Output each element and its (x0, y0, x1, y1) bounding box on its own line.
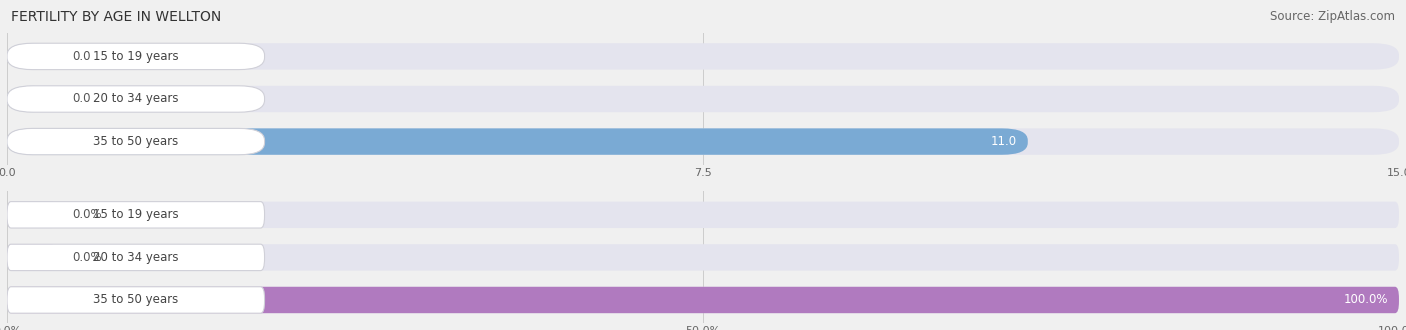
FancyBboxPatch shape (7, 43, 56, 70)
FancyBboxPatch shape (7, 128, 1399, 155)
FancyBboxPatch shape (7, 287, 1399, 313)
Text: 20 to 34 years: 20 to 34 years (93, 92, 179, 106)
FancyBboxPatch shape (7, 128, 1028, 155)
Text: 15 to 19 years: 15 to 19 years (93, 208, 179, 221)
FancyBboxPatch shape (7, 43, 264, 70)
Text: 0.0%: 0.0% (73, 208, 103, 221)
FancyBboxPatch shape (7, 128, 264, 155)
Text: 0.0: 0.0 (73, 50, 91, 63)
FancyBboxPatch shape (7, 287, 1399, 313)
FancyBboxPatch shape (7, 244, 1399, 271)
FancyBboxPatch shape (7, 43, 1399, 70)
FancyBboxPatch shape (7, 244, 56, 271)
Text: 35 to 50 years: 35 to 50 years (93, 135, 179, 148)
FancyBboxPatch shape (7, 202, 1399, 228)
FancyBboxPatch shape (7, 244, 264, 271)
Text: 15 to 19 years: 15 to 19 years (93, 50, 179, 63)
Text: Source: ZipAtlas.com: Source: ZipAtlas.com (1270, 10, 1395, 23)
Text: FERTILITY BY AGE IN WELLTON: FERTILITY BY AGE IN WELLTON (11, 10, 222, 24)
FancyBboxPatch shape (7, 287, 264, 313)
Text: 20 to 34 years: 20 to 34 years (93, 251, 179, 264)
Text: 100.0%: 100.0% (1343, 293, 1388, 307)
FancyBboxPatch shape (7, 86, 264, 112)
Text: 11.0: 11.0 (990, 135, 1017, 148)
FancyBboxPatch shape (7, 86, 56, 112)
FancyBboxPatch shape (7, 202, 264, 228)
Text: 35 to 50 years: 35 to 50 years (93, 293, 179, 307)
FancyBboxPatch shape (7, 202, 56, 228)
Text: 0.0%: 0.0% (73, 251, 103, 264)
Text: 0.0: 0.0 (73, 92, 91, 106)
FancyBboxPatch shape (7, 86, 1399, 112)
